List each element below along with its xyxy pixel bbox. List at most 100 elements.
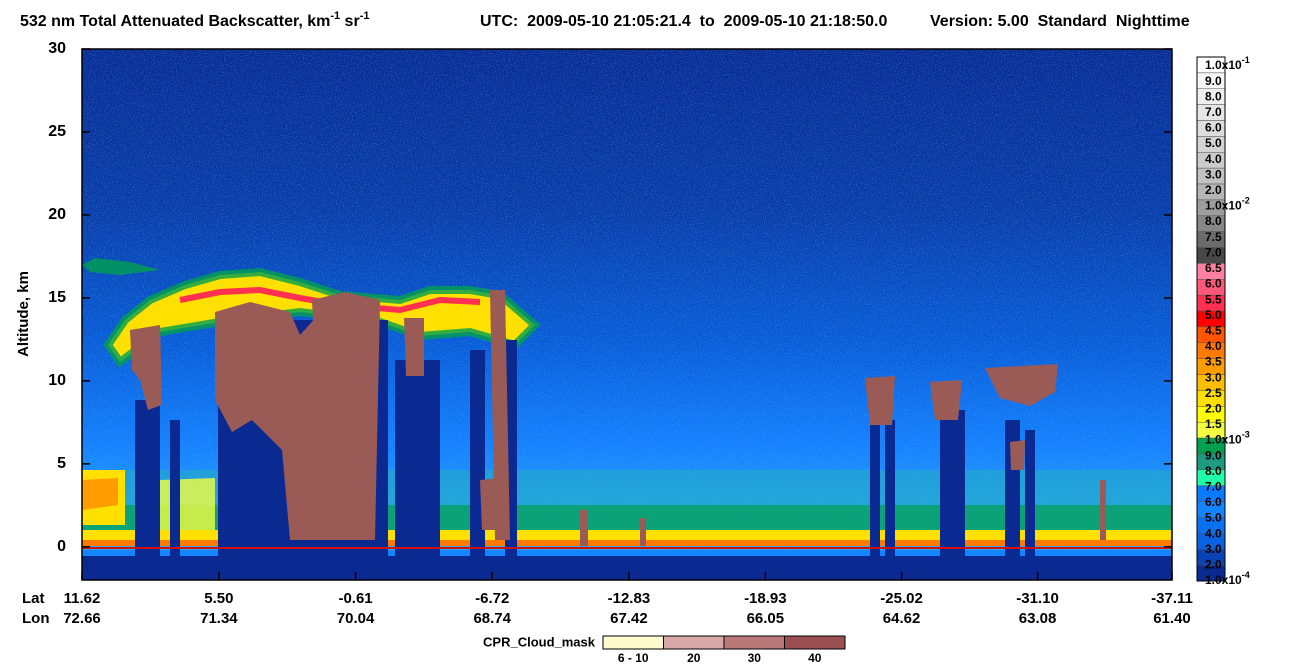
colorbar-label-mantissa: 1.0x10 <box>1205 573 1242 587</box>
colorbar-label: 1.0x10-1 <box>1205 55 1250 72</box>
x-tick-label: -0.61 <box>338 590 372 607</box>
colorbar-label: 2.0 <box>1205 402 1222 416</box>
x-tick-label: -31.10 <box>1016 590 1059 607</box>
mask-legend-label: 30 <box>748 651 762 665</box>
colorbar-label: 4.0 <box>1205 526 1222 540</box>
colorbar-label: 8.0 <box>1205 89 1222 103</box>
mask-legend-cell <box>723 635 785 650</box>
x2-tick-label: 67.42 <box>610 610 648 627</box>
colorbar-label-mantissa: 1.0x10 <box>1205 433 1242 447</box>
chart-title: 532 nm Total Attenuated Backscatter, km-… <box>20 10 369 30</box>
curtain <box>82 49 1172 580</box>
colorbar-label: 3.0 <box>1205 370 1222 384</box>
cloud <box>1010 440 1025 470</box>
aerosol <box>160 478 215 530</box>
cpr-cloud <box>130 290 1106 546</box>
colorbar-label: 6.0 <box>1205 277 1222 291</box>
colorbar-label: 6.5 <box>1205 261 1222 275</box>
colorbar-label-mantissa: 1.0x10 <box>1205 58 1242 72</box>
column <box>940 410 965 580</box>
column <box>135 400 160 580</box>
cloud <box>640 518 646 546</box>
x2-tick-label: 61.40 <box>1153 610 1191 627</box>
mask-legend-label: 6 - 10 <box>618 651 649 665</box>
colorbar-label: 7.0 <box>1205 480 1222 494</box>
cloud <box>130 325 162 410</box>
cloud <box>480 478 500 530</box>
cloud-halo <box>82 258 160 275</box>
colorbar-label: 2.5 <box>1205 386 1222 400</box>
colorbar-label: 5.0 <box>1205 136 1222 150</box>
colorbar-label: 3.5 <box>1205 355 1222 369</box>
colorbar-label: 1.0x10-4 <box>1205 570 1250 587</box>
colorbar-label-exponent: -3 <box>1242 430 1250 440</box>
colorbar-label: 6.0 <box>1205 121 1222 135</box>
y-axis-label: Altitude, km <box>15 271 32 357</box>
y-tick-label: 30 <box>48 40 66 57</box>
colorbar-label: 8.0 <box>1205 464 1222 478</box>
y-tick-label: 0 <box>57 538 66 555</box>
cloud <box>404 318 424 376</box>
colorbar-frame <box>1196 56 1226 582</box>
mask-legend-label: 40 <box>808 651 822 665</box>
cloud <box>312 292 380 540</box>
x-tick-label: 5.50 <box>204 590 233 607</box>
colorbar-label: 3.0 <box>1205 542 1222 556</box>
colorbar-label-exponent: -2 <box>1242 196 1250 206</box>
column <box>170 420 180 580</box>
x2-tick-label: 72.66 <box>63 610 101 627</box>
x-tick-label: -25.02 <box>880 590 923 607</box>
boundary-layer <box>82 540 1172 546</box>
colorbar-label: 1.0x10-2 <box>1205 196 1250 213</box>
mask-legend-title: CPR_Cloud_mask <box>483 634 596 649</box>
x-tick-label: 11.62 <box>64 590 101 607</box>
colorbar-label: 4.0 <box>1205 152 1222 166</box>
colorbar-label: 1.5 <box>1205 417 1222 431</box>
mask-legend-cell <box>663 635 725 650</box>
y-tick-label: 10 <box>48 372 66 389</box>
colorbar-label: 6.0 <box>1205 495 1222 509</box>
colorbar-label: 9.0 <box>1205 74 1222 88</box>
x2-tick-label: 66.05 <box>747 610 785 627</box>
mask-legend-cell <box>602 635 664 650</box>
title-text: 532 nm Total Attenuated Backscatter, km <box>20 13 330 30</box>
utc-range: UTC: 2009-05-10 21:05:21.4 to 2009-05-10… <box>480 13 887 30</box>
cloud <box>580 510 588 546</box>
colorbar-label-exponent: -4 <box>1242 570 1250 580</box>
colorbar-label: 7.0 <box>1205 105 1222 119</box>
mask-legend-label: 20 <box>687 651 701 665</box>
surface <box>82 550 1172 556</box>
x2-tick-label: 64.62 <box>883 610 921 627</box>
colorbar-label: 2.0 <box>1205 183 1222 197</box>
cloud <box>1100 480 1106 540</box>
version: Version: 5.00 Standard Nighttime <box>930 13 1190 30</box>
column <box>470 350 485 580</box>
colorbar-label: 8.0 <box>1205 214 1222 228</box>
colorbar-label-exponent: -1 <box>1242 55 1250 65</box>
plot-frame <box>81 48 1173 581</box>
column <box>870 410 880 580</box>
column <box>885 420 895 580</box>
x-tick-label: -37.11 <box>1151 590 1193 607</box>
colorbar-label: 7.0 <box>1205 245 1222 259</box>
title-exp: -1 <box>330 10 340 22</box>
column <box>1025 430 1035 580</box>
mask-legend-cell <box>784 635 846 650</box>
colorbar-label: 2.0 <box>1205 558 1222 572</box>
x2-tick-label: 71.34 <box>200 610 238 627</box>
cloud <box>490 290 510 540</box>
colorbar-label: 4.0 <box>1205 339 1222 353</box>
x2-tick-label: 70.04 <box>337 610 375 627</box>
x-tick-label: -12.83 <box>608 590 651 607</box>
title-exp: -1 <box>360 10 370 22</box>
aerosol <box>82 478 118 510</box>
colorbar-label: 3.0 <box>1205 167 1222 181</box>
colorbar-label: 9.0 <box>1205 448 1222 462</box>
column <box>395 360 440 580</box>
colorbar-label: 7.5 <box>1205 230 1222 244</box>
title-unit: sr <box>340 13 360 30</box>
colorbar-label-mantissa: 1.0x10 <box>1205 199 1242 213</box>
colorbar-label: 5.0 <box>1205 308 1222 322</box>
x-tick-label: -6.72 <box>475 590 509 607</box>
